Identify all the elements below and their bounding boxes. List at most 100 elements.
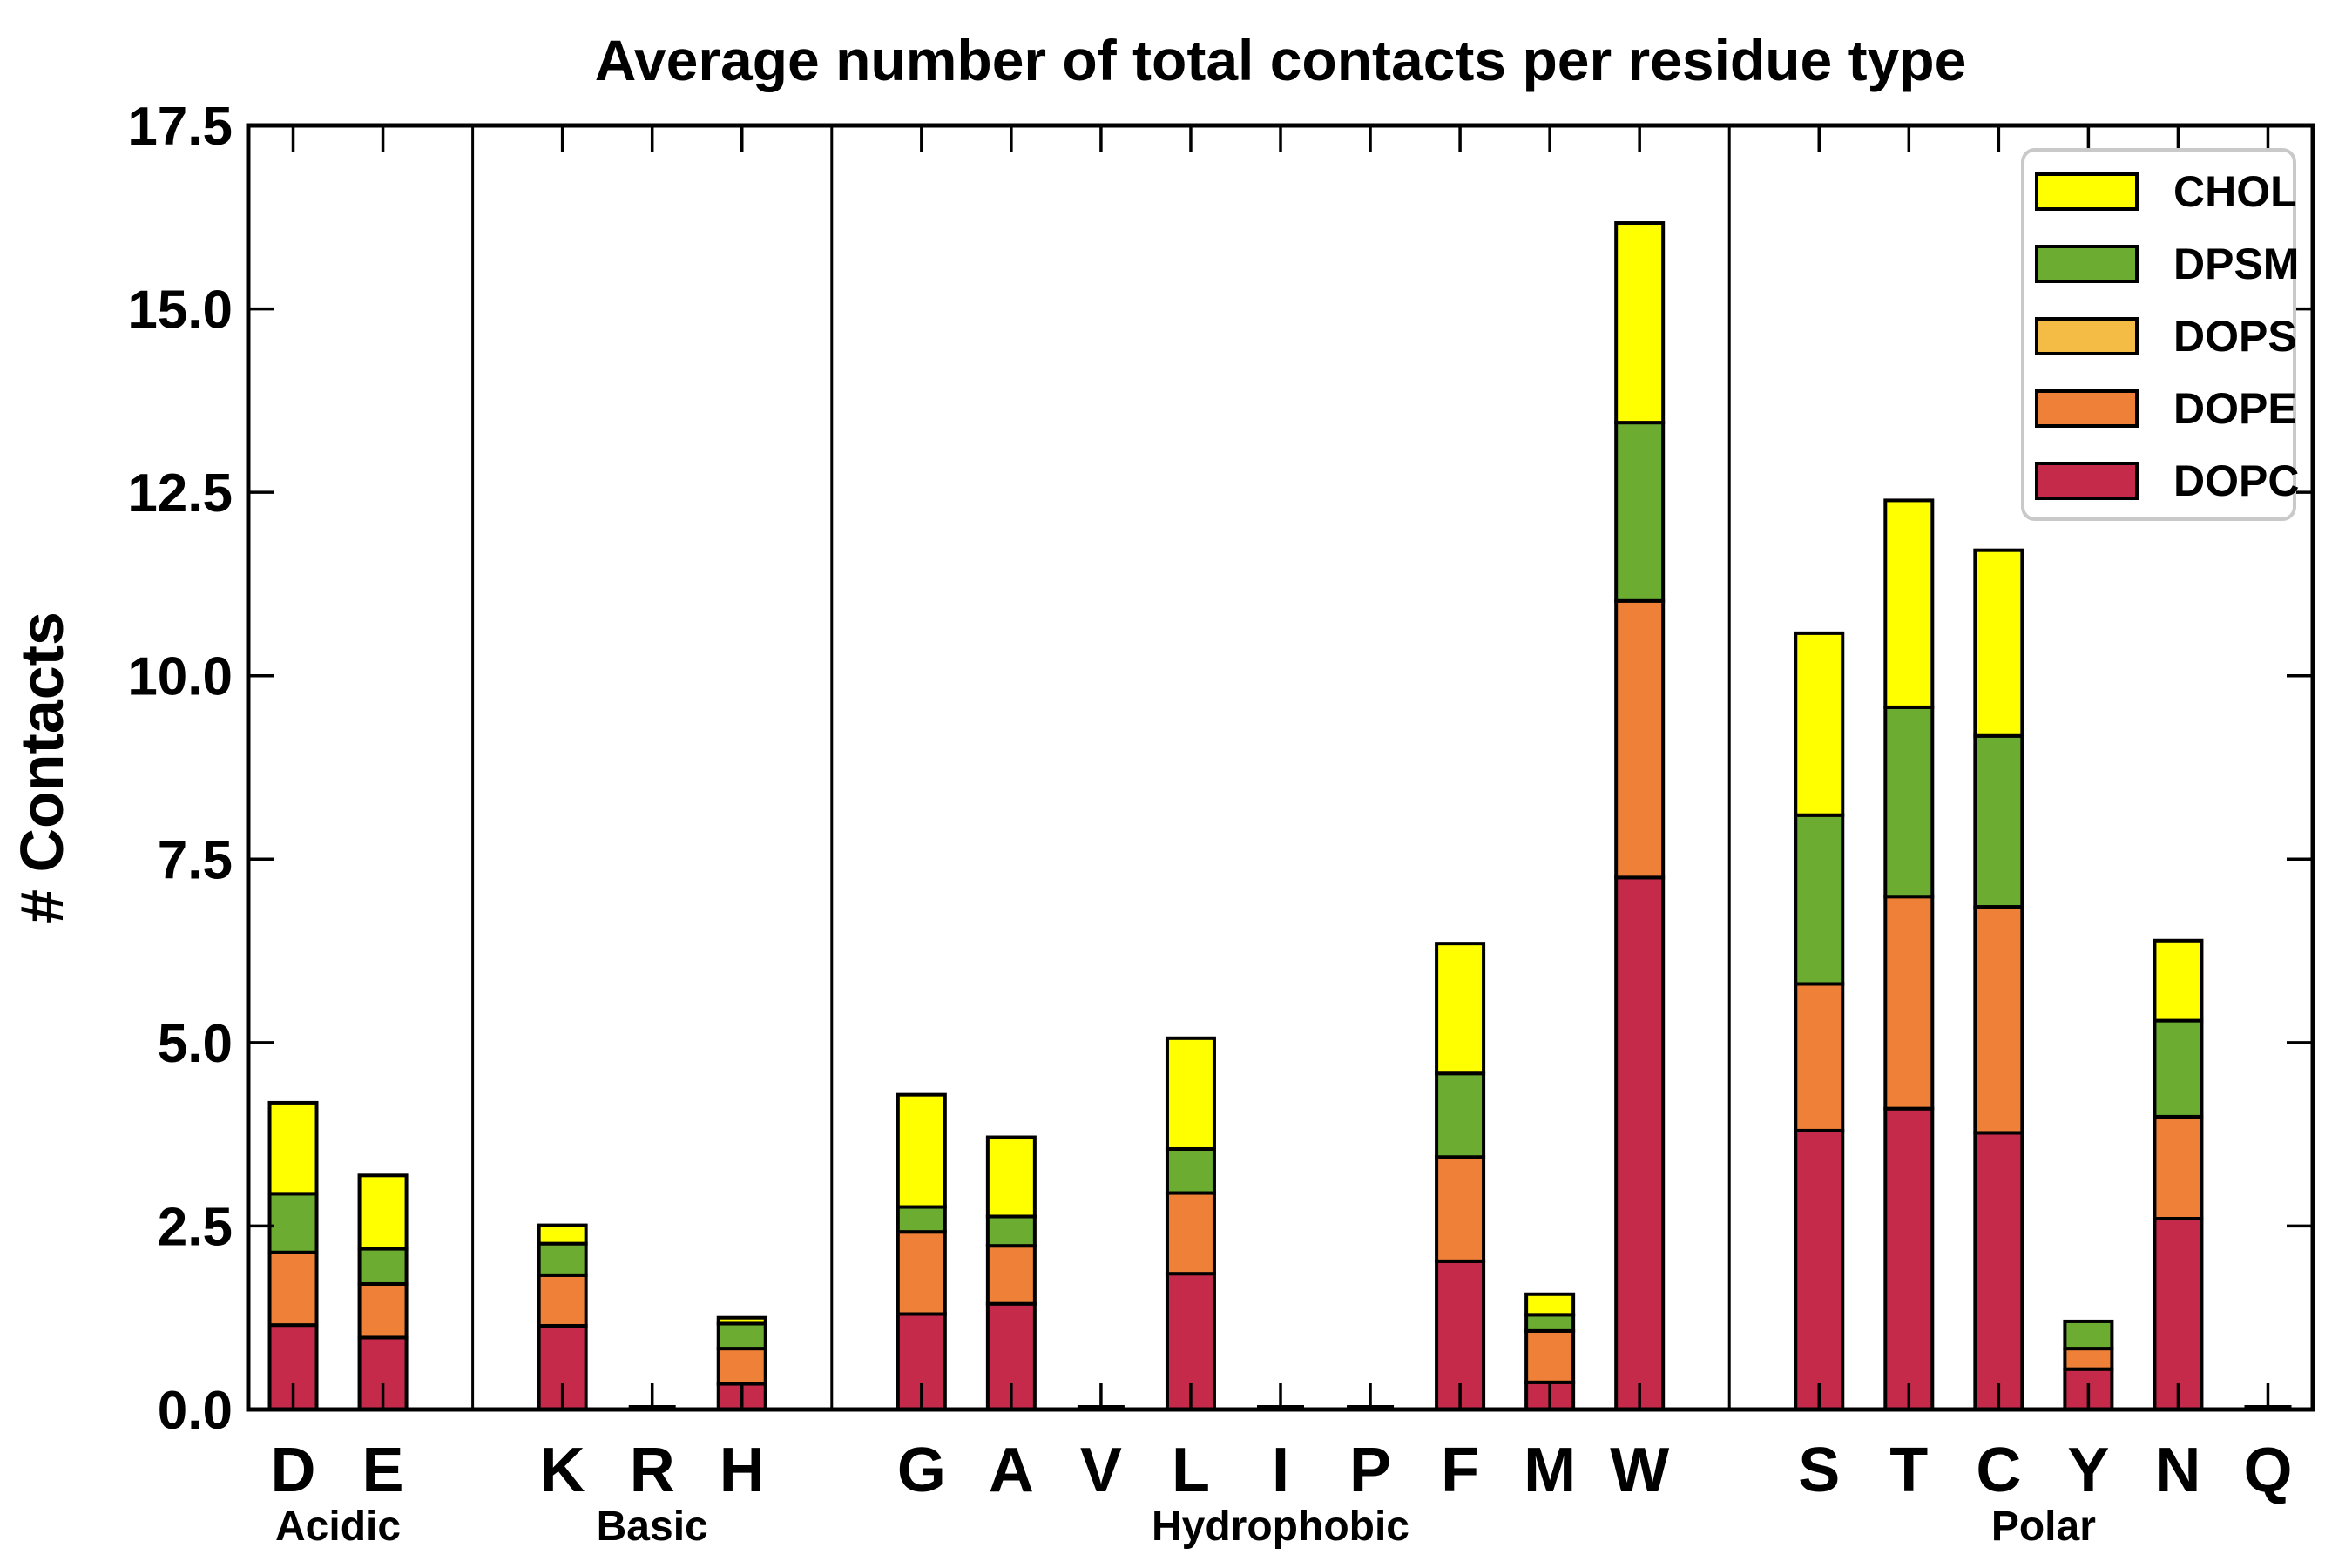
bar-segment-K-DOPE (537, 1273, 588, 1328)
x-tick-label-I: I (1272, 1436, 1289, 1505)
bar-segment-D-DOPE (267, 1250, 319, 1328)
bar-segment-W-DOPE (1614, 598, 1666, 880)
x-tick-label-A: A (989, 1436, 1034, 1505)
bar-segment-D-DPSM (267, 1192, 319, 1254)
bar-segment-C-DOPC (1973, 1131, 2024, 1411)
bar-segment-M-DOPE (1524, 1328, 1576, 1384)
bar-segment-M-CHOL (1524, 1292, 1576, 1317)
bar-segment-F-DOPE (1435, 1155, 1486, 1263)
legend-label-DPSM: DPSM (2173, 240, 2299, 288)
group-label-hydrophobic: Hydrophobic (1152, 1504, 1409, 1550)
legend-swatch-DOPE (2035, 389, 2139, 428)
bar-segment-N-DOPC (2153, 1217, 2204, 1412)
bar-segment-W-DOPC (1614, 875, 1666, 1411)
bar-segment-G-DPSM (896, 1205, 947, 1234)
x-tick-label-H: H (720, 1436, 765, 1505)
x-tick-label-S: S (1798, 1436, 1840, 1505)
x-tick-label-N: N (2155, 1436, 2200, 1505)
bar-segment-Y-DOPE (2063, 1347, 2114, 1371)
x-tick-label-C: C (1976, 1436, 2021, 1505)
y-tick-label-15.0: 15.0 (127, 280, 233, 341)
bar-segment-A-CHOL (985, 1135, 1037, 1219)
y-tick-label-17.5: 17.5 (127, 97, 233, 157)
group-label-polar: Polar (1991, 1504, 2096, 1550)
y-tick-label-10.0: 10.0 (127, 647, 233, 707)
x-tick-label-E: E (362, 1436, 404, 1505)
x-tick-label-K: K (540, 1436, 585, 1505)
bar-segment-N-DPSM (2153, 1018, 2204, 1119)
bar-segment-S-DOPC (1794, 1128, 1845, 1411)
bar-segment-E-DPSM (357, 1247, 409, 1286)
bar-segment-Y-DPSM (2063, 1319, 2114, 1351)
y-tick-labels: 0.0 2.5 5.0 7.5 10.0 12.5 15.0 17.5 (127, 97, 233, 1441)
x-tick-label-Q: Q (2243, 1436, 2292, 1505)
bar-segment-K-CHOL (537, 1223, 588, 1246)
y-tick-label-5.0: 5.0 (158, 1014, 233, 1074)
legend-label-DOPS: DOPS (2173, 312, 2297, 361)
bar-segment-H-DPSM (716, 1321, 767, 1351)
group-label-acidic: Acidic (275, 1504, 401, 1550)
bar-segment-F-DPSM (1435, 1071, 1486, 1159)
x-tick-label-R: R (630, 1436, 675, 1505)
bar-segment-W-CHOL (1614, 221, 1666, 425)
bar-segment-C-DPSM (1973, 733, 2024, 909)
x-tick-label-L: L (1172, 1436, 1210, 1505)
x-tick-label-Y: Y (2067, 1436, 2109, 1505)
bar-segment-E-DOPE (357, 1281, 409, 1340)
group-separators (471, 125, 1731, 1409)
x-tick-label-W: W (1610, 1436, 1669, 1505)
x-tick-label-P: P (1349, 1436, 1391, 1505)
bar-segment-G-CHOL (896, 1092, 947, 1209)
chart-title: Average number of total contacts per res… (595, 28, 1967, 92)
y-tick-label-0.0: 0.0 (158, 1381, 233, 1441)
group-category-labels: Acidic Basic Hydrophobic Polar (275, 1504, 2096, 1550)
legend-box: CHOL DPSM DOPS DOPE DOPC (2021, 148, 2299, 521)
bar-segment-T-CHOL (1883, 498, 1935, 709)
x-tick-label-M: M (1524, 1436, 1576, 1505)
bar-segment-N-DOPE (2153, 1114, 2204, 1221)
legend-swatch-CHOL (2035, 172, 2139, 211)
bar-segment-T-DOPE (1883, 895, 1935, 1111)
bar-segment-A-DOPE (985, 1244, 1037, 1306)
x-tick-label-G: G (897, 1436, 946, 1505)
bar-segment-H-CHOL (716, 1315, 767, 1326)
legend-swatch-DOPS (2035, 317, 2139, 355)
y-tick-label-12.5: 12.5 (127, 463, 233, 524)
legend-swatch-DPSM (2035, 245, 2139, 283)
bar-segment-T-DOPC (1883, 1106, 1935, 1411)
bar-segment-W-DPSM (1614, 421, 1666, 603)
bar-segment-H-DOPE (716, 1347, 767, 1386)
bar-segment-T-DPSM (1883, 705, 1935, 899)
bar-segment-C-DOPE (1973, 905, 2024, 1135)
y-tick-label-2.5: 2.5 (158, 1197, 233, 1257)
y-tick-label-7.5: 7.5 (158, 830, 233, 890)
bar-segment-S-CHOL (1794, 631, 1845, 817)
bar-segment-N-CHOL (2153, 938, 2204, 1023)
bar-segment-K-DPSM (537, 1241, 588, 1277)
bar-segment-E-CHOL (357, 1173, 409, 1251)
group-label-basic: Basic (597, 1504, 708, 1550)
x-tick-label-F: F (1441, 1436, 1479, 1505)
bars-layer (267, 221, 2292, 1412)
bar-segment-L-DPSM (1165, 1146, 1216, 1195)
x-tick-label-T: T (1889, 1436, 1928, 1505)
plot-frame (246, 123, 2315, 1412)
legend-label-CHOL: CHOL (2173, 167, 2297, 216)
bar-segment-L-DOPE (1165, 1191, 1216, 1276)
legend-swatch-DOPC (2035, 462, 2139, 500)
bar-segment-F-CHOL (1435, 942, 1486, 1076)
bar-segment-C-CHOL (1973, 548, 2024, 738)
legend-label-DOPE: DOPE (2173, 384, 2297, 433)
bar-segment-M-DPSM (1524, 1313, 1576, 1333)
legend-label-DOPC: DOPC (2173, 456, 2299, 505)
bar-segment-D-CHOL (267, 1100, 319, 1196)
x-tick-label-V: V (1080, 1436, 1122, 1505)
y-axis-label: # Contacts (8, 612, 76, 923)
bar-segment-A-DPSM (985, 1214, 1037, 1248)
bar-segment-G-DOPE (896, 1230, 947, 1316)
bar-segment-S-DPSM (1794, 813, 1845, 986)
bar-segment-L-CHOL (1165, 1036, 1216, 1151)
bar-segment-S-DOPE (1794, 982, 1845, 1132)
